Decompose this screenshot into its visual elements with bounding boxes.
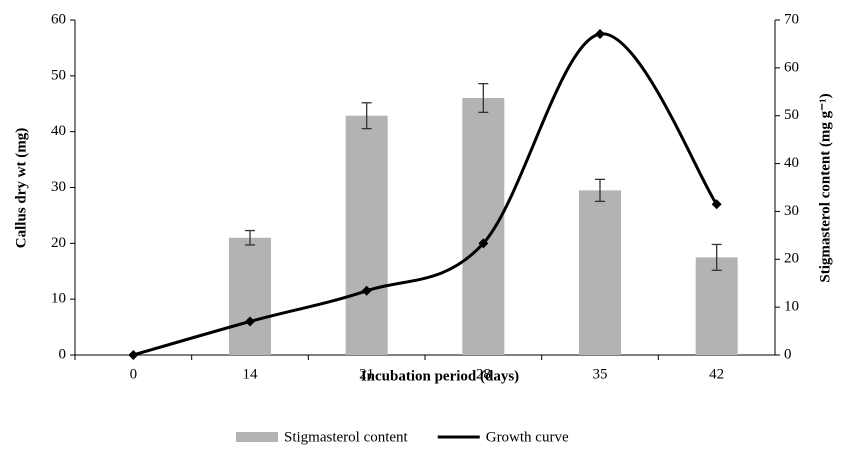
error-bar [595, 178, 605, 203]
y-tick-label: 10 [51, 291, 66, 307]
line-marker [128, 350, 139, 360]
x-tick-label: 35 [593, 366, 608, 382]
y2-tick-label: 70 [784, 11, 799, 27]
x-tick-label: 28 [476, 366, 491, 382]
legend-label: Growth curve [486, 429, 569, 445]
y-tick-label: 40 [51, 123, 66, 139]
y-tick-label: 20 [51, 235, 66, 251]
x-tick-label: 42 [709, 366, 724, 382]
y2-axis-title: Stigmasterol content (mg g⁻¹) [817, 93, 833, 282]
y2-tick-label: 50 [784, 107, 799, 123]
line-marker [478, 238, 489, 249]
y-tick-label: 50 [51, 67, 66, 83]
y-tick-label: 0 [59, 346, 67, 362]
y-tick-label: 30 [51, 179, 66, 195]
line-marker [361, 285, 372, 296]
legend-label: Stigmasterol content [284, 429, 409, 445]
y2-tick-label: 30 [784, 203, 799, 219]
bar [229, 237, 271, 355]
error-bar [245, 229, 255, 246]
x-axis-title: Incubation period (days) [361, 368, 519, 384]
x-tick-label: 21 [359, 366, 374, 382]
y2-tick-label: 40 [784, 155, 799, 171]
y2-tick-label: 20 [784, 251, 799, 267]
x-tick-label: 14 [243, 366, 259, 382]
bar [462, 98, 505, 355]
bar [695, 257, 738, 355]
line [132, 32, 718, 357]
y-tick-label: 60 [51, 11, 66, 27]
error-bar [711, 243, 722, 271]
bar [579, 190, 621, 355]
x-tick-label: 0 [130, 366, 138, 382]
y-axis-title: Callus dry wt (mg) [13, 128, 29, 248]
y2-tick-label: 0 [784, 346, 792, 362]
legend-swatch [236, 432, 278, 442]
line-marker [711, 199, 722, 210]
error-bar [361, 102, 372, 130]
error-bar [478, 83, 489, 114]
y2-tick-label: 10 [784, 299, 799, 315]
bar [345, 115, 388, 355]
line-marker [245, 316, 255, 327]
y2-tick-label: 60 [784, 59, 799, 75]
line-marker [595, 28, 605, 39]
